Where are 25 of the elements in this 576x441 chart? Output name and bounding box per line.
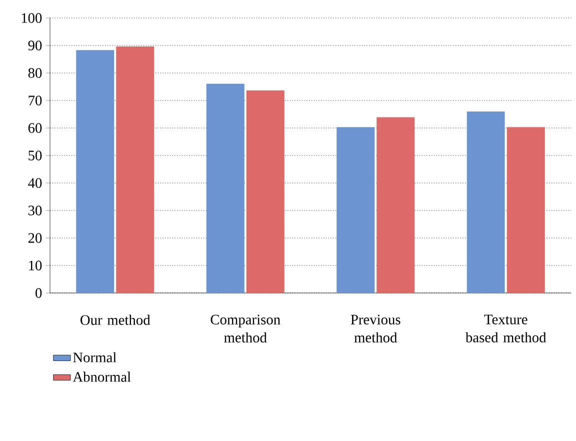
bar	[376, 117, 415, 293]
y-tick-label: 10	[29, 260, 42, 270]
bar	[246, 90, 284, 293]
y-tick-label: 80	[28, 68, 42, 78]
x-tick-label: Previous method	[350, 314, 400, 342]
x-tick-label: Comparison method	[210, 314, 280, 342]
bar	[466, 111, 505, 293]
bar	[206, 84, 244, 293]
y-tick-label: 70	[28, 96, 42, 106]
y-tick-label: 30	[28, 206, 42, 216]
y-tick-label: 60	[28, 123, 42, 133]
legend-label: Abnormal	[72, 372, 131, 382]
x-tick-label: Our method	[80, 314, 150, 325]
legend-label: Normal	[73, 352, 116, 362]
y-tick-label: 40	[28, 178, 42, 188]
bar	[506, 127, 545, 293]
y-tick-label: 90	[28, 40, 42, 50]
y-tick-label: 100	[22, 13, 42, 23]
y-tick-label: 0	[36, 288, 42, 298]
bar	[76, 50, 114, 293]
y-tick-label: 20	[28, 233, 42, 243]
bar	[116, 46, 154, 293]
bar	[336, 127, 375, 293]
y-tick-label: 50	[28, 150, 42, 160]
x-tick-label: Texture based method	[465, 314, 546, 342]
